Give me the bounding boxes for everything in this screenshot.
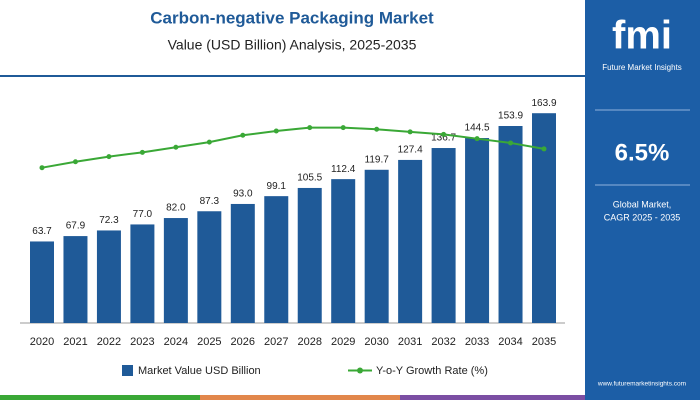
- line-point: [508, 140, 514, 146]
- bar: [163, 218, 188, 323]
- value-label: 127.4: [398, 145, 423, 156]
- line-point: [340, 125, 346, 131]
- value-label: 112.4: [331, 164, 356, 175]
- line-point: [139, 149, 145, 155]
- bar: [465, 138, 490, 323]
- x-tick-label: 2027: [264, 336, 288, 348]
- value-label: 153.9: [498, 111, 523, 122]
- line-point: [106, 154, 112, 160]
- company: Future Market Insights: [602, 63, 682, 72]
- line-point: [541, 146, 547, 152]
- value-label: 99.1: [267, 181, 287, 192]
- legend-swatch: [357, 367, 363, 374]
- value-label: 144.5: [465, 123, 490, 134]
- value-label: 105.5: [297, 173, 322, 184]
- cagr-value: 6.5%: [615, 139, 670, 166]
- value-label: 87.3: [200, 196, 220, 207]
- value-label: 67.9: [66, 221, 86, 232]
- line-point: [374, 126, 380, 132]
- chart-title: Carbon-negative Packaging Market: [150, 8, 434, 27]
- bar: [331, 179, 356, 323]
- bar: [398, 159, 423, 323]
- value-label: 163.9: [531, 98, 556, 109]
- side-panel: fmi Future Market Insights 6.5% Global M…: [585, 0, 700, 400]
- value-label: 72.3: [99, 215, 119, 226]
- value-label: 119.7: [365, 154, 390, 165]
- x-tick-label: 2026: [231, 336, 255, 348]
- line: [41, 126, 545, 169]
- x-tick-label: 2032: [431, 336, 455, 348]
- panel-bg: [585, 0, 700, 400]
- strip: [200, 395, 400, 400]
- bar: [230, 203, 255, 323]
- x-tick-label: 2020: [30, 336, 54, 348]
- x-tick-label: 2024: [164, 336, 188, 348]
- bar: [297, 187, 322, 323]
- value-label: 82.0: [166, 203, 186, 214]
- x-tick-label: 2025: [197, 336, 221, 348]
- line-point: [474, 136, 480, 142]
- line-point: [39, 165, 45, 171]
- x-tick-label: 2023: [130, 336, 154, 348]
- x-tick-label: 2031: [398, 336, 422, 348]
- bar: [498, 126, 523, 324]
- strip: [0, 395, 200, 400]
- x-tick-label: 2034: [498, 336, 522, 348]
- bar: [96, 230, 121, 323]
- cagr-label: CAGR 2025 - 2035: [604, 212, 681, 222]
- url: www.futuremarketinsights.com: [597, 381, 686, 388]
- x-tick-label: 2021: [63, 336, 87, 348]
- x-tick-label: 2030: [364, 336, 388, 348]
- x-tick-label: 2028: [297, 336, 321, 348]
- line-point: [72, 159, 78, 165]
- line-point: [307, 125, 313, 131]
- bar: [197, 211, 222, 323]
- x-tick-label: 2022: [97, 336, 121, 348]
- x-tick-label: 2033: [465, 336, 489, 348]
- bar: [264, 196, 289, 323]
- bar: [63, 236, 88, 323]
- line-point: [407, 129, 413, 135]
- x-tick-label: 2029: [331, 336, 355, 348]
- value-label: 77.0: [133, 209, 153, 220]
- bar: [130, 224, 155, 323]
- bottom-strip: [0, 395, 585, 400]
- value-label: 93.0: [233, 189, 253, 200]
- line-point: [206, 139, 212, 145]
- chart-subtitle: Value (USD Billion) Analysis, 2025-2035: [168, 37, 417, 53]
- bar: [30, 241, 54, 323]
- line-point: [240, 132, 246, 138]
- bar: [364, 169, 389, 323]
- bar: [431, 148, 456, 323]
- legend-swatch: [122, 365, 133, 376]
- legend-label: Market Value USD Billion: [138, 365, 261, 377]
- logo: fmi: [612, 14, 672, 58]
- value-label: 136.7: [431, 133, 456, 144]
- strip: [400, 395, 585, 400]
- value-label: 63.7: [32, 226, 52, 237]
- line-point: [441, 131, 447, 137]
- line-point: [273, 128, 279, 134]
- legend-label: Y-o-Y Growth Rate (%): [376, 365, 488, 377]
- x-tick-label: 2035: [532, 336, 556, 348]
- cagr-label: Global Market,: [613, 199, 672, 209]
- line-point: [173, 144, 179, 150]
- bar: [532, 113, 556, 323]
